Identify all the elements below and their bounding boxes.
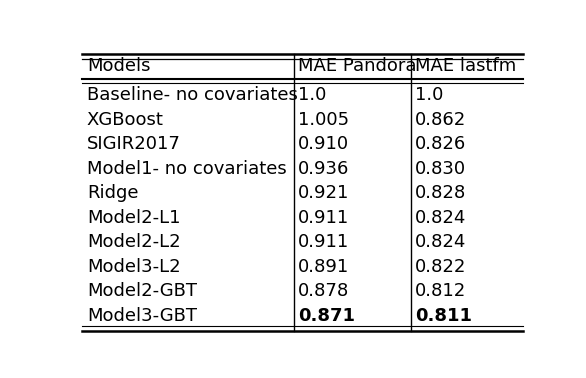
Text: 0.830: 0.830 <box>415 160 466 178</box>
Text: 0.826: 0.826 <box>415 135 466 153</box>
Text: 0.811: 0.811 <box>415 307 472 325</box>
Text: 0.911: 0.911 <box>298 209 350 227</box>
Text: 0.862: 0.862 <box>415 111 466 129</box>
Text: 0.822: 0.822 <box>415 258 466 276</box>
Text: 0.824: 0.824 <box>415 209 466 227</box>
Text: 0.871: 0.871 <box>298 307 355 325</box>
Text: Models: Models <box>87 57 151 75</box>
Text: 1.0: 1.0 <box>415 87 444 104</box>
Text: 0.812: 0.812 <box>415 282 466 300</box>
Text: 0.911: 0.911 <box>298 233 350 251</box>
Text: Baseline- no covariates: Baseline- no covariates <box>87 87 298 104</box>
Text: XGBoost: XGBoost <box>87 111 163 129</box>
Text: Model2-L2: Model2-L2 <box>87 233 180 251</box>
Text: Model2-GBT: Model2-GBT <box>87 282 197 300</box>
Text: Model2-L1: Model2-L1 <box>87 209 180 227</box>
Text: SIGIR2017: SIGIR2017 <box>87 135 180 153</box>
Text: 1.005: 1.005 <box>298 111 349 129</box>
Text: 0.824: 0.824 <box>415 233 466 251</box>
Text: 1.0: 1.0 <box>298 87 327 104</box>
Text: Ridge: Ridge <box>87 184 138 202</box>
Text: MAE Pandora: MAE Pandora <box>298 57 417 75</box>
Text: Model1- no covariates: Model1- no covariates <box>87 160 287 178</box>
Text: 0.878: 0.878 <box>298 282 350 300</box>
Text: 0.828: 0.828 <box>415 184 466 202</box>
Text: Model3-L2: Model3-L2 <box>87 258 180 276</box>
Text: 0.910: 0.910 <box>298 135 349 153</box>
Text: 0.936: 0.936 <box>298 160 350 178</box>
Text: MAE lastfm: MAE lastfm <box>415 57 516 75</box>
Text: 0.921: 0.921 <box>298 184 350 202</box>
Text: 0.891: 0.891 <box>298 258 350 276</box>
Text: Model3-GBT: Model3-GBT <box>87 307 197 325</box>
